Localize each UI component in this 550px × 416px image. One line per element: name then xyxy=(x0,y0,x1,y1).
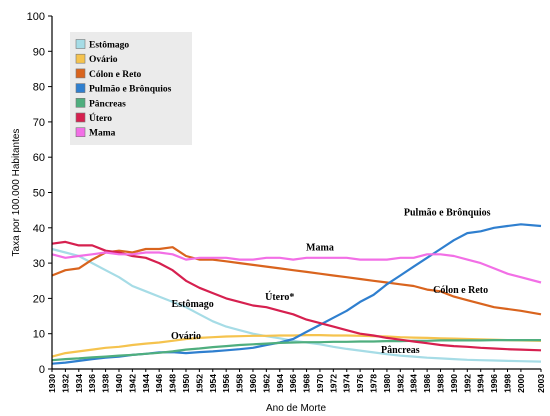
series-line-ovario xyxy=(51,334,542,358)
annotation-estomago: Estômago xyxy=(172,299,214,310)
annotation-pancreas: Pâncreas xyxy=(381,345,420,356)
legend-swatch-pancreas xyxy=(75,98,86,108)
series-line-pancreas xyxy=(51,339,541,362)
legend-label-pancreas: Pâncreas xyxy=(89,99,126,109)
x-tick-label: 1988 xyxy=(436,374,446,393)
x-tick-label: 1944 xyxy=(141,374,151,393)
x-tick-label: 1964 xyxy=(275,374,285,393)
y-axis-title: Taxa por 100.000 Habitantes xyxy=(11,129,22,257)
y-tick-label: 10 xyxy=(33,329,45,341)
x-tick-label: 1990 xyxy=(449,374,459,393)
annotation-mama: Mama xyxy=(306,243,334,254)
x-tick-label: 1930 xyxy=(47,374,57,393)
y-tick-label: 60 xyxy=(33,152,45,164)
legend-label-estomago: Estômago xyxy=(89,41,129,51)
series-line-mama xyxy=(51,251,542,284)
x-tick-label: 1996 xyxy=(489,374,499,393)
x-tick-label: 1984 xyxy=(409,374,419,393)
x-tick-label: 1960 xyxy=(248,374,258,393)
x-tick-label: 1968 xyxy=(302,374,312,393)
legend-label-utero: Útero xyxy=(89,112,112,124)
x-tick-label: 1966 xyxy=(288,374,298,393)
annotations: Pulmão e Brônquios Mama Cólon e Reto Útero*… xyxy=(171,207,491,356)
x-tick-label: 1974 xyxy=(342,374,352,393)
legend-swatch-pulmao-e-bronquios xyxy=(75,83,86,93)
x-tick-label: 1940 xyxy=(114,374,124,393)
x-tick-label: 1936 xyxy=(87,374,97,393)
x-tick-label: 2003 xyxy=(536,374,546,393)
x-tick-label: 1962 xyxy=(261,374,271,393)
annotation-utero: Útero* xyxy=(265,291,294,303)
x-tick-label: 1958 xyxy=(235,374,245,393)
y-tick-label: 80 xyxy=(33,82,45,94)
y-tick-label: 90 xyxy=(33,46,45,58)
x-tick-label: 1972 xyxy=(328,374,338,393)
legend-swatch-mama xyxy=(75,127,86,137)
series-layer xyxy=(51,223,542,365)
x-tick-label: 1950 xyxy=(181,374,191,393)
x-tick-label: 1982 xyxy=(395,374,405,393)
annotation-colon-e-reto: Cólon e Reto xyxy=(433,285,488,296)
legend xyxy=(70,32,192,145)
x-axis-title: Ano de Morte xyxy=(266,403,326,414)
x-tick-label: 1976 xyxy=(355,374,365,393)
series-line-estomago xyxy=(51,247,542,363)
legend-label-pulmao-e-bronquios: Pulmão e Brônquios xyxy=(89,85,172,95)
legend-swatch-utero xyxy=(75,112,86,123)
legend-label-ovario: Ovário xyxy=(89,55,118,65)
x-tick-label: 1954 xyxy=(208,374,218,393)
y-tick-label: 30 xyxy=(33,258,45,270)
annotation-ovario: Ovário xyxy=(171,331,201,342)
x-tick-label: 1986 xyxy=(422,374,432,393)
x-tick-label: 1934 xyxy=(74,374,84,393)
legend-swatch-estomago xyxy=(75,39,86,49)
x-tick-label: 1978 xyxy=(369,374,379,393)
x-tick-label: 1952 xyxy=(194,374,204,393)
x-tick-label: 1970 xyxy=(315,374,325,393)
legend-label-mama: Mama xyxy=(89,129,116,139)
y-tick-label: 100 xyxy=(27,11,45,23)
x-tick-label: 1942 xyxy=(127,374,137,393)
y-tick-label: 50 xyxy=(33,188,45,200)
legend-label-colon-e-reto: Cólon e Reto xyxy=(89,70,141,80)
x-tick-label: 1932 xyxy=(60,374,70,393)
y-tick-label: 40 xyxy=(33,223,45,235)
y-tick-label: 70 xyxy=(33,117,45,129)
x-tick-label: 1994 xyxy=(476,374,486,393)
x-tick-label: 1992 xyxy=(462,374,472,393)
legend-items: Estômago Ovário Cólon e Reto Pulmão e Brônq… xyxy=(75,39,172,139)
series-line-colon-e-reto xyxy=(51,246,542,316)
x-tick-label: 1946 xyxy=(154,374,164,393)
x-tick-label: 1938 xyxy=(101,374,111,393)
y-tick-label: 0 xyxy=(39,364,45,376)
series-line-utero xyxy=(51,240,542,352)
legend-swatch-ovario xyxy=(75,53,86,64)
x-tick-label: 1998 xyxy=(503,374,513,393)
x-tick-label: 1956 xyxy=(221,374,231,393)
y-tick-label: 20 xyxy=(33,293,45,305)
annotation-pulmao-e-bronquios: Pulmão e Brônquios xyxy=(404,207,491,218)
x-ticks: 1930 1932 1934 1936 1938 1940 1942 1944 1946 1948… xyxy=(47,369,546,393)
x-tick-label: 1948 xyxy=(168,374,178,393)
x-tick-label: 2000 xyxy=(516,374,526,393)
x-tick-label: 1980 xyxy=(382,374,392,393)
y-ticks: 0 10 20 30 40 50 60 70 80 90 100 xyxy=(27,11,52,376)
legend-swatch-colon-e-reto xyxy=(75,68,86,79)
